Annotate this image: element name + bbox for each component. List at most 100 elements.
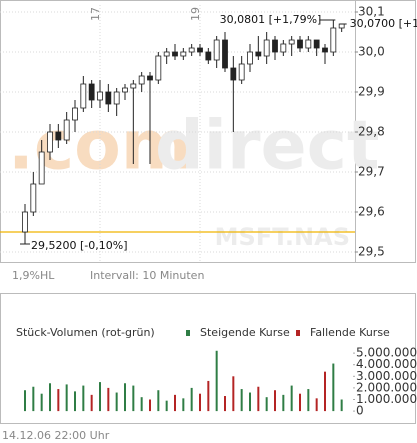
y-tick-label: 0 <box>356 404 364 418</box>
candle-body <box>213 39 220 61</box>
candle-body <box>30 183 37 213</box>
volume-bar <box>132 385 135 412</box>
y-tick-label: 30,1 <box>358 5 385 19</box>
y-tick-label: 29,5 <box>358 245 385 259</box>
y-tick-label: 29,6 <box>358 205 385 219</box>
volume-panel <box>0 293 416 424</box>
candle-body <box>105 91 112 105</box>
candle-body <box>322 47 328 53</box>
x-tick-label: 19 <box>189 7 202 21</box>
volume-bar <box>49 383 51 412</box>
candle-body <box>313 39 320 49</box>
volume-bar <box>174 394 176 412</box>
volume-bar <box>82 385 85 412</box>
volume-bar <box>65 384 68 412</box>
y-tick-label: 5.000.000 <box>356 346 417 360</box>
volume-bar <box>140 397 143 412</box>
candle-body <box>280 43 287 53</box>
volume-bar <box>340 399 343 412</box>
candle-body <box>263 39 270 57</box>
y-tick-label: 29,8 <box>358 125 385 139</box>
volume-bar <box>299 393 301 412</box>
y-tick-label: 4.000.000 <box>356 357 417 371</box>
candle-body <box>288 39 295 45</box>
candle-body <box>272 39 278 53</box>
volume-bar <box>124 383 126 412</box>
volume-title: Stück-Volumen (rot-grün) <box>16 326 155 339</box>
volume-bar <box>307 389 310 412</box>
candle-body <box>113 91 120 105</box>
volume-bar <box>32 386 35 412</box>
volume-bar <box>40 393 43 412</box>
volume-bar <box>315 398 318 412</box>
range-info: 1,9%HL <box>12 269 55 282</box>
candle-body <box>22 211 28 233</box>
candle-body <box>122 87 128 93</box>
volume-bar <box>190 387 193 412</box>
volume-bar <box>232 376 235 412</box>
annotation-label: 30,0700 [+1 <box>350 17 417 30</box>
candle-body <box>222 39 228 69</box>
legend-swatch <box>296 330 300 336</box>
candle-body <box>163 51 170 57</box>
volume-bar <box>157 390 160 412</box>
candle-body <box>297 39 303 49</box>
candle-body <box>38 151 45 185</box>
y-tick-label: 30,0 <box>358 45 385 59</box>
candle-body <box>180 51 187 57</box>
volume-bar <box>215 350 218 412</box>
candle-body <box>72 107 78 121</box>
candle-body <box>55 131 62 141</box>
candle-body <box>255 51 262 57</box>
candle-body <box>238 63 245 81</box>
watermark-direct: direct <box>155 107 379 186</box>
candle-body <box>97 91 103 101</box>
candle-body <box>47 131 53 153</box>
volume-bar <box>149 399 151 412</box>
annotation-label: 30,0801 [+1,79%] <box>220 13 322 26</box>
annotation-label: 29,5200 [-0,10%] <box>31 239 127 252</box>
candle-body <box>155 55 162 81</box>
volume-bar <box>249 392 251 412</box>
candle-body <box>172 51 178 57</box>
candle-body <box>305 39 312 49</box>
volume-bar <box>107 387 110 412</box>
y-tick-label: 2.000.000 <box>356 380 417 394</box>
candle-body <box>130 83 137 89</box>
candle-body <box>338 23 345 29</box>
legend-label: Steigende Kurse <box>200 326 290 339</box>
volume-bar <box>265 397 268 412</box>
candle-body <box>147 75 153 81</box>
volume-bar <box>207 380 210 412</box>
volume-bar <box>74 391 76 412</box>
volume-bar <box>99 382 101 412</box>
legend-swatch <box>186 330 190 336</box>
candle-body <box>230 67 237 81</box>
volume-bar <box>90 394 93 412</box>
volume-bar <box>282 394 285 412</box>
volume-bar <box>115 392 118 412</box>
volume-bar <box>274 390 276 412</box>
candle-body <box>247 51 253 65</box>
candle-body <box>205 51 212 61</box>
timestamp: 14.12.06 22:00 Uhr <box>2 429 110 442</box>
y-tick-label: 29,7 <box>358 165 385 179</box>
candle-body <box>197 47 203 53</box>
candle-body <box>63 119 70 141</box>
watermark-symbol: MSFT.NAS <box>215 223 350 251</box>
candle-body <box>188 47 195 53</box>
volume-bar <box>57 389 60 412</box>
y-tick-label: 29,9 <box>358 85 385 99</box>
x-tick-label: 17 <box>89 7 102 21</box>
candle-body <box>80 83 87 109</box>
volume-bar <box>182 398 185 412</box>
candle-body <box>330 27 337 53</box>
volume-bar <box>290 385 293 412</box>
interval-info: Intervall: 10 Minuten <box>90 269 204 282</box>
volume-bar <box>332 363 335 412</box>
candle-body <box>88 83 95 101</box>
volume-bar <box>324 371 326 412</box>
volume-bar <box>199 393 201 412</box>
